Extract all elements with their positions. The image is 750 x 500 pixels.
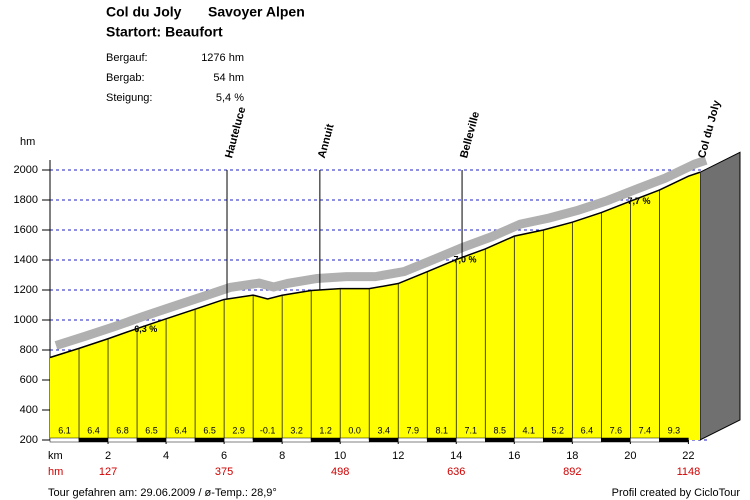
- waypoint-label: Annuit: [316, 122, 337, 159]
- profile-side: [699, 151, 741, 441]
- x-axis-label: km: [48, 450, 63, 462]
- stat-label: Steigung:: [106, 92, 152, 104]
- profile-shadow: [54, 155, 708, 350]
- segment-label: 7,0 %: [453, 255, 476, 265]
- footer-right: Profil created by CicloTour: [612, 487, 741, 499]
- segment-label: 6,3 %: [134, 324, 157, 334]
- region: Savoyer Alpen: [208, 4, 305, 20]
- x-tick-label: 4: [163, 450, 169, 462]
- y-tick-label: 1400: [14, 254, 38, 266]
- km-stripe: [194, 437, 225, 443]
- km-stripe: [339, 437, 370, 443]
- gradient-label: 7.9: [406, 425, 419, 435]
- hm-cumulative: 1148: [677, 466, 701, 478]
- x-tick-label: 22: [682, 450, 694, 462]
- y-tick-label: 800: [20, 344, 38, 356]
- km-stripe: [107, 437, 138, 443]
- gradient-label: 6.1: [58, 425, 71, 435]
- gradient-label: 5.2: [552, 425, 565, 435]
- hm-row-label: hm: [48, 466, 63, 478]
- y-tick-label: 200: [20, 434, 38, 446]
- km-stripe: [397, 437, 428, 443]
- gradient-label: -0.1: [260, 425, 276, 435]
- hm-cumulative: 498: [331, 466, 349, 478]
- gradient-label: 6.5: [145, 425, 158, 435]
- km-stripe: [223, 437, 254, 443]
- km-stripe: [572, 437, 602, 443]
- gradient-label: 3.2: [290, 425, 303, 435]
- gradient-label: 4.1: [523, 425, 536, 435]
- y-tick-label: 1800: [14, 194, 38, 206]
- gradient-label: 2.9: [232, 425, 245, 435]
- footer-left: Tour gefahren am: 29.06.2009 / ø-Temp.: …: [48, 487, 277, 499]
- stat-value: 5,4 %: [216, 92, 244, 104]
- stat-value: 1276 hm: [201, 52, 244, 64]
- y-tick-label: 2000: [14, 164, 38, 176]
- y-tick-label: 600: [20, 374, 38, 386]
- gradient-label: 7.4: [639, 425, 652, 435]
- hm-cumulative: 892: [563, 466, 581, 478]
- hm-cumulative: 127: [99, 466, 117, 478]
- stat-label: Bergab:: [106, 72, 145, 84]
- x-tick-label: 14: [450, 450, 462, 462]
- gradient-label: 0.0: [348, 425, 361, 435]
- x-tick-label: 12: [392, 450, 404, 462]
- gradient-label: 6.4: [87, 425, 100, 435]
- km-stripe: [136, 437, 167, 443]
- km-stripe: [252, 437, 283, 443]
- km-stripe: [165, 437, 196, 443]
- gradient-label: 3.4: [377, 425, 390, 435]
- km-stripe: [543, 437, 573, 443]
- gradient-label: 6.5: [203, 425, 216, 435]
- gradient-label: 7.6: [610, 425, 623, 435]
- km-stripe: [514, 437, 544, 443]
- y-tick-label: 1000: [14, 314, 38, 326]
- x-tick-label: 10: [334, 450, 346, 462]
- km-stripe: [485, 437, 515, 443]
- gradient-label: 8.1: [435, 425, 448, 435]
- waypoint-label: Col du Joly: [696, 98, 723, 159]
- x-tick-label: 20: [624, 450, 636, 462]
- x-tick-label: 6: [221, 450, 227, 462]
- y-tick-label: 400: [20, 404, 38, 416]
- y-axis-label: hm: [20, 136, 35, 148]
- hm-cumulative: 636: [447, 466, 465, 478]
- profile-area: [50, 172, 700, 440]
- subtitle: Startort: Beaufort: [106, 24, 223, 40]
- hm-cumulative: 375: [215, 466, 233, 478]
- x-tick-label: 18: [566, 450, 578, 462]
- x-tick-label: 16: [508, 450, 520, 462]
- gradient-label: 9.3: [668, 425, 681, 435]
- gradient-label: 7.1: [465, 425, 478, 435]
- segment-label: 7,7 %: [628, 196, 651, 206]
- x-tick-label: 8: [279, 450, 285, 462]
- km-stripe: [310, 437, 341, 443]
- km-stripe: [601, 437, 631, 443]
- waypoint-label: Hauteluce: [223, 106, 248, 160]
- km-stripe: [426, 437, 457, 443]
- km-stripe: [368, 437, 399, 443]
- km-stripe: [659, 437, 689, 443]
- km-stripe: [281, 437, 312, 443]
- stat-value: 54 hm: [213, 72, 244, 84]
- gradient-label: 6.4: [174, 425, 187, 435]
- km-stripe: [78, 437, 109, 443]
- gradient-label: 8.5: [494, 425, 507, 435]
- km-stripe: [49, 437, 80, 443]
- stat-label: Bergauf:: [106, 52, 148, 64]
- km-stripe: [630, 437, 660, 443]
- waypoint-label: Belleville: [458, 110, 482, 159]
- gradient-label: 1.2: [319, 425, 332, 435]
- km-stripe: [456, 437, 486, 443]
- gradient-label: 6.8: [116, 425, 129, 435]
- y-tick-label: 1200: [14, 284, 38, 296]
- x-tick-label: 2: [105, 450, 111, 462]
- y-tick-label: 1600: [14, 224, 38, 236]
- chart-title: Col du Joly: [106, 4, 182, 20]
- gradient-label: 6.4: [581, 425, 594, 435]
